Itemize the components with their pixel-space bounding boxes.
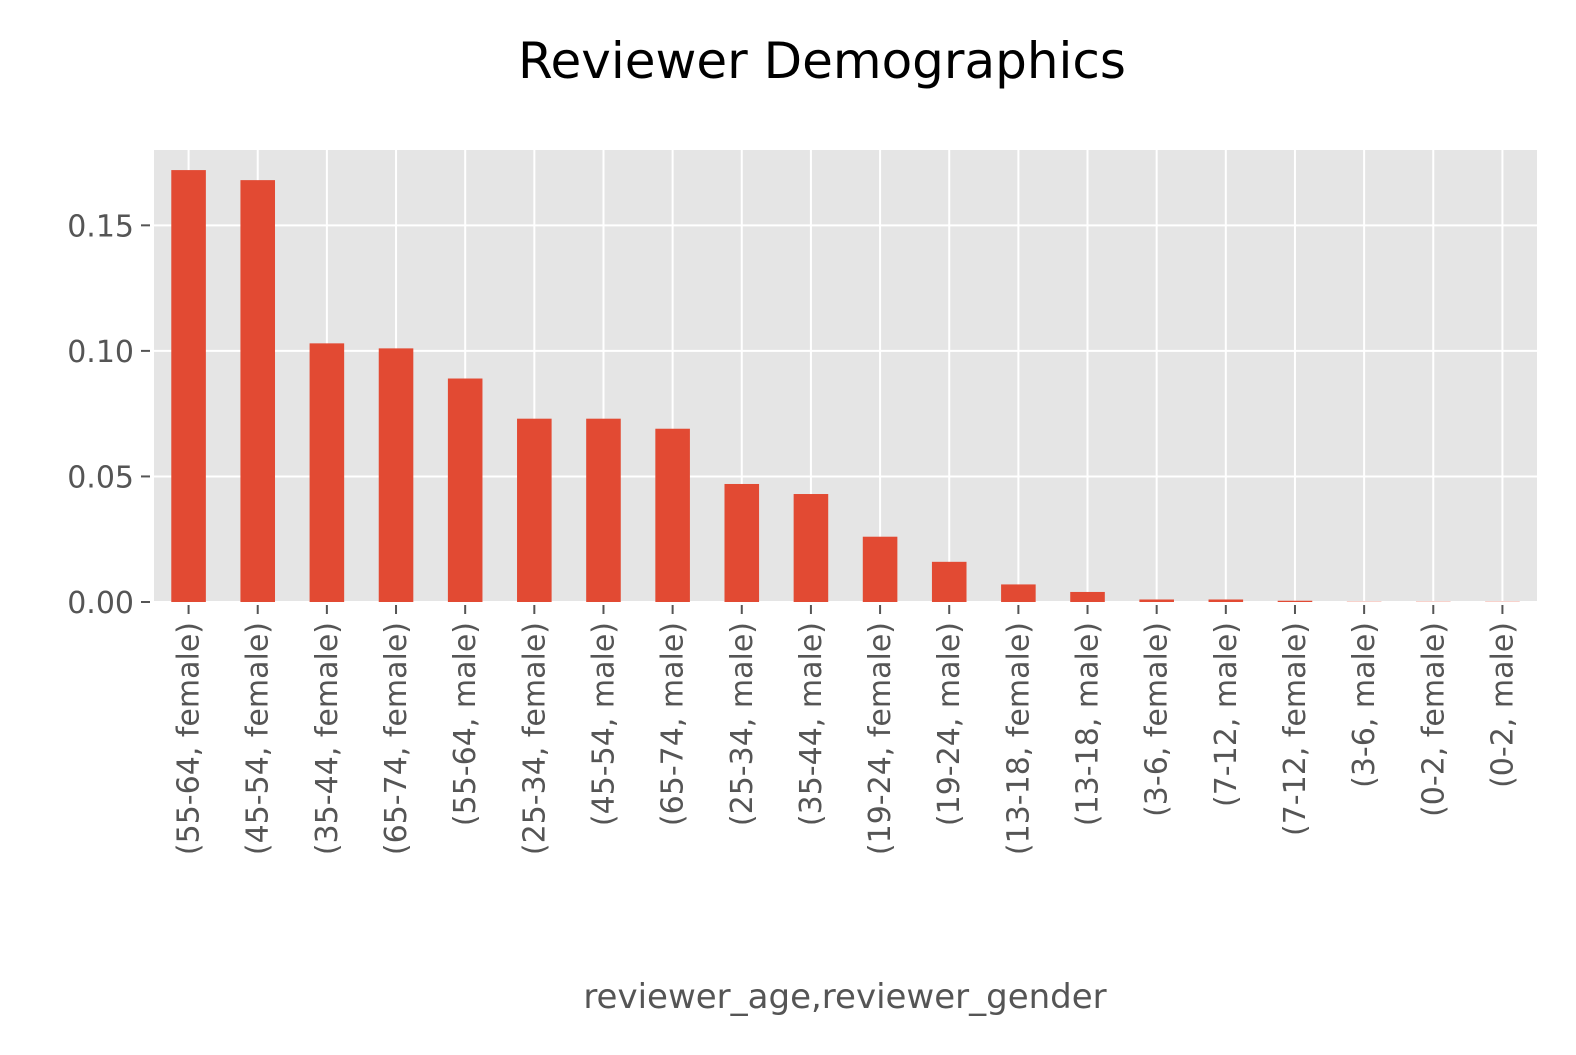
bar	[655, 428, 690, 602]
x-tick-label: (55-64, female)	[172, 622, 207, 855]
bar	[931, 561, 967, 602]
x-tick-label: (19-24, female)	[863, 622, 898, 855]
x-tick-label: (25-34, male)	[725, 622, 760, 826]
bar	[1070, 591, 1105, 602]
y-tick-label: 0.10	[67, 335, 134, 370]
bar	[378, 348, 414, 602]
x-tick-label: (25-34, female)	[517, 622, 552, 855]
bar	[309, 343, 345, 602]
bar	[586, 418, 621, 602]
x-tick-label: (0-2, male)	[1485, 622, 1520, 788]
x-tick-label: (65-74, female)	[379, 622, 414, 855]
bars	[171, 170, 1520, 603]
x-axis-label: reviewer_age,reviewer_gender	[583, 977, 1106, 1017]
x-tick-label: (45-54, male)	[586, 622, 621, 826]
bar	[517, 418, 552, 602]
bar	[447, 378, 483, 602]
bar	[1139, 599, 1174, 602]
bar	[862, 536, 898, 602]
bar	[240, 180, 276, 602]
x-tick-label: (3-6, male)	[1347, 622, 1382, 788]
y-tick-label: 0.05	[67, 460, 134, 495]
plot-area	[154, 150, 1537, 602]
bar	[724, 483, 760, 602]
x-tick-label: (65-74, male)	[656, 622, 691, 826]
x-tick-label: (35-44, male)	[794, 622, 829, 826]
x-tick-label: (19-24, male)	[932, 622, 967, 826]
x-tick-label: (55-64, male)	[448, 622, 483, 826]
x-tick-label: (45-54, female)	[241, 622, 276, 855]
x-tick-label: (7-12, female)	[1278, 622, 1313, 836]
x-tick-label: (7-12, male)	[1209, 622, 1244, 807]
x-tick-label: (35-44, female)	[310, 622, 345, 855]
y-axis: 0.00 0.05 0.10 0.15	[67, 209, 150, 621]
x-axis: (55-64, female) (45-54, female) (35-44, fe…	[172, 605, 1520, 855]
x-tick-label: (3-6, female)	[1140, 622, 1175, 817]
x-tick-label: (0-2, female)	[1416, 622, 1451, 817]
bar	[1277, 600, 1313, 602]
bar	[1208, 599, 1244, 602]
bar	[1001, 584, 1036, 602]
x-tick-label: (13-18, female)	[1001, 622, 1036, 855]
x-tick-label: (13-18, male)	[1071, 622, 1106, 826]
y-tick-label: 0.15	[67, 209, 134, 244]
bar	[171, 170, 206, 603]
chart-title: Reviewer Demographics	[518, 32, 1126, 90]
bar	[793, 494, 829, 602]
y-tick-label: 0.00	[67, 586, 134, 621]
